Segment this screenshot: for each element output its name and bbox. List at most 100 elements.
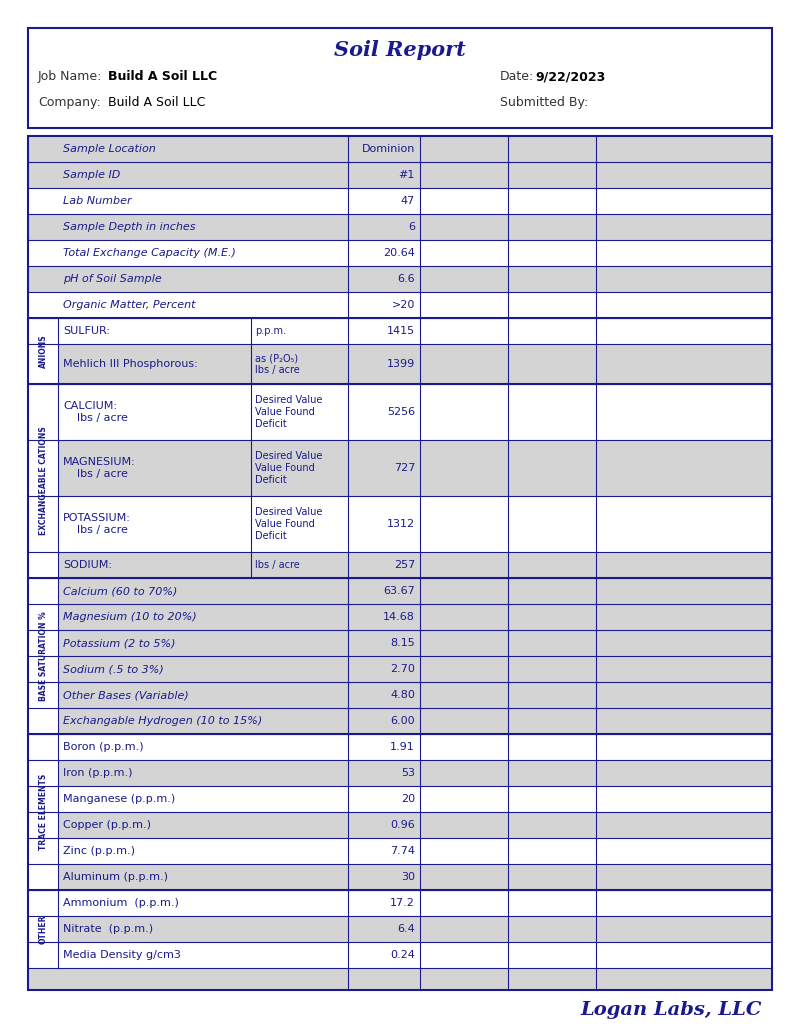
Bar <box>28 578 772 604</box>
Bar <box>28 968 772 990</box>
Bar <box>28 188 772 214</box>
Bar <box>28 890 58 968</box>
Text: Sample Location: Sample Location <box>63 144 156 154</box>
Bar <box>28 656 772 682</box>
Text: POTASSIUM:
    lbs / acre: POTASSIUM: lbs / acre <box>63 513 131 535</box>
Text: Zinc (p.p.m.): Zinc (p.p.m.) <box>63 846 135 856</box>
Text: Boron (p.p.m.): Boron (p.p.m.) <box>63 742 144 752</box>
Bar <box>28 734 772 760</box>
Bar <box>28 682 772 708</box>
Text: Company:: Company: <box>38 96 101 109</box>
Text: CALCIUM:
    lbs / acre: CALCIUM: lbs / acre <box>63 402 128 423</box>
Text: 1399: 1399 <box>386 359 415 369</box>
Text: Copper (p.p.m.): Copper (p.p.m.) <box>63 820 151 830</box>
Text: Date:: Date: <box>500 70 534 83</box>
Text: Desired Value
Value Found
Deficit: Desired Value Value Found Deficit <box>255 507 322 540</box>
Text: Magnesium (10 to 20%): Magnesium (10 to 20%) <box>63 612 197 622</box>
Text: 6: 6 <box>408 221 415 232</box>
Text: 53: 53 <box>401 768 415 778</box>
Text: Mehlich III Phosphorous:: Mehlich III Phosphorous: <box>63 359 198 369</box>
Text: Build A Soil LLC: Build A Soil LLC <box>108 96 206 109</box>
Text: 17.2: 17.2 <box>390 898 415 908</box>
Bar <box>28 760 772 786</box>
Bar <box>28 496 772 552</box>
Text: Ammonium  (p.p.m.): Ammonium (p.p.m.) <box>63 898 179 908</box>
Bar <box>28 344 772 384</box>
Text: 1415: 1415 <box>387 326 415 336</box>
Text: 14.68: 14.68 <box>383 612 415 622</box>
Text: 6.00: 6.00 <box>390 716 415 726</box>
Text: 6.4: 6.4 <box>398 924 415 934</box>
Text: 63.67: 63.67 <box>383 586 415 596</box>
Text: Job Name:: Job Name: <box>38 70 102 83</box>
Text: 20: 20 <box>401 794 415 804</box>
Text: 5256: 5256 <box>387 407 415 417</box>
Bar <box>28 266 772 292</box>
Text: BASE SATURATION %: BASE SATURATION % <box>38 611 47 701</box>
Text: Lab Number: Lab Number <box>63 196 132 206</box>
Text: Other Bases (Variable): Other Bases (Variable) <box>63 690 189 700</box>
Bar <box>28 318 58 384</box>
Text: ANIONS: ANIONS <box>38 334 47 367</box>
Text: 6.6: 6.6 <box>398 274 415 284</box>
Bar <box>28 28 772 128</box>
Text: 30: 30 <box>401 873 415 882</box>
Text: Sodium (.5 to 3%): Sodium (.5 to 3%) <box>63 664 164 674</box>
Text: Manganese (p.p.m.): Manganese (p.p.m.) <box>63 794 175 804</box>
Text: Exchangable Hydrogen (10 to 15%): Exchangable Hydrogen (10 to 15%) <box>63 716 262 726</box>
Text: Potassium (2 to 5%): Potassium (2 to 5%) <box>63 638 175 648</box>
Text: Sample ID: Sample ID <box>63 170 120 180</box>
Bar <box>28 440 772 496</box>
Text: Iron (p.p.m.): Iron (p.p.m.) <box>63 768 133 778</box>
Text: 9/22/2023: 9/22/2023 <box>535 70 606 83</box>
Text: 7.74: 7.74 <box>390 846 415 856</box>
Text: p.p.m.: p.p.m. <box>255 326 286 336</box>
Bar <box>28 812 772 838</box>
Bar <box>28 838 772 864</box>
Text: MAGNESIUM:
    lbs / acre: MAGNESIUM: lbs / acre <box>63 457 136 479</box>
Text: SULFUR:: SULFUR: <box>63 326 110 336</box>
Text: SODIUM:: SODIUM: <box>63 560 112 570</box>
Bar <box>28 864 772 890</box>
Bar <box>28 162 772 188</box>
Bar <box>28 384 772 440</box>
Text: OTHER: OTHER <box>38 914 47 944</box>
Bar <box>28 136 772 990</box>
Text: lbs / acre: lbs / acre <box>255 560 300 570</box>
Text: #1: #1 <box>398 170 415 180</box>
Text: Desired Value
Value Found
Deficit: Desired Value Value Found Deficit <box>255 451 322 484</box>
Text: Logan Labs, LLC: Logan Labs, LLC <box>581 1001 762 1019</box>
Text: 0.24: 0.24 <box>390 950 415 960</box>
Text: Desired Value
Value Found
Deficit: Desired Value Value Found Deficit <box>255 395 322 428</box>
Text: Soil Report: Soil Report <box>334 40 466 60</box>
Text: Build A Soil LLC: Build A Soil LLC <box>108 70 217 83</box>
Text: 1312: 1312 <box>387 519 415 529</box>
Text: Organic Matter, Percent: Organic Matter, Percent <box>63 300 195 310</box>
Text: 4.80: 4.80 <box>390 690 415 700</box>
Text: Aluminum (p.p.m.): Aluminum (p.p.m.) <box>63 873 168 882</box>
Bar <box>28 552 772 578</box>
Text: 257: 257 <box>394 560 415 570</box>
Text: TRACE ELEMENTS: TRACE ELEMENTS <box>38 774 47 850</box>
Bar <box>28 240 772 266</box>
Text: pH of Soil Sample: pH of Soil Sample <box>63 274 162 284</box>
Bar <box>28 916 772 942</box>
Bar <box>28 214 772 240</box>
Text: >20: >20 <box>392 300 415 310</box>
Text: Nitrate  (p.p.m.): Nitrate (p.p.m.) <box>63 924 153 934</box>
Text: 727: 727 <box>394 463 415 473</box>
Text: Dominion: Dominion <box>362 144 415 154</box>
Bar <box>28 136 772 162</box>
Bar <box>28 384 58 578</box>
Text: Total Exchange Capacity (M.E.): Total Exchange Capacity (M.E.) <box>63 248 236 258</box>
Text: EXCHANGEABLE CATIONS: EXCHANGEABLE CATIONS <box>38 426 47 535</box>
Text: Media Density g/cm3: Media Density g/cm3 <box>63 950 181 960</box>
Text: 2.70: 2.70 <box>390 664 415 674</box>
Text: 47: 47 <box>401 196 415 206</box>
Text: Submitted By:: Submitted By: <box>500 96 588 109</box>
Bar <box>28 630 772 656</box>
Text: 1.91: 1.91 <box>390 742 415 752</box>
Bar <box>28 292 772 318</box>
Text: as (P₂O₅)
lbs / acre: as (P₂O₅) lbs / acre <box>255 353 300 375</box>
Text: 0.96: 0.96 <box>390 820 415 830</box>
